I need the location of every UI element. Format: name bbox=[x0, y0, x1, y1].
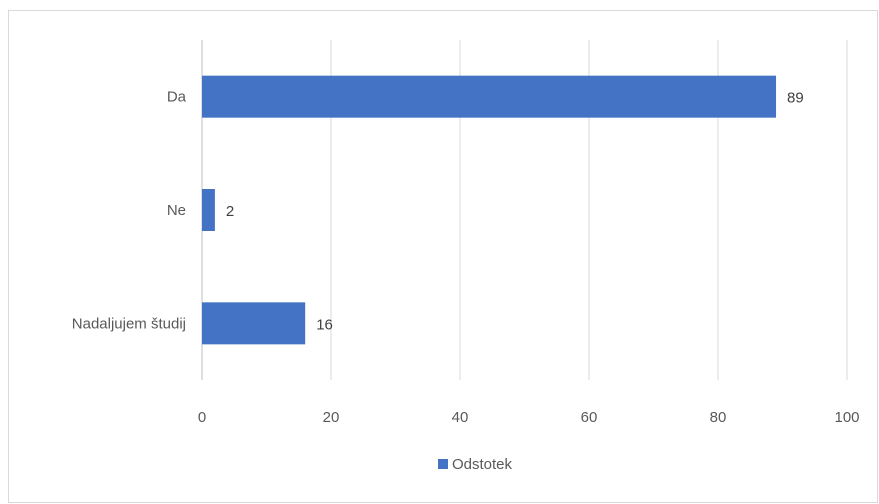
legend-swatch-odstotek bbox=[438, 459, 448, 469]
x-tick-labels: 0 20 40 60 80 100 bbox=[198, 409, 860, 426]
legend[interactable]: Odstotek bbox=[438, 456, 513, 473]
legend-label-odstotek: Odstotek bbox=[452, 456, 513, 473]
bar-ne[interactable] bbox=[202, 189, 215, 231]
x-tick-label-40: 40 bbox=[452, 409, 469, 426]
data-labels: 89 2 16 bbox=[226, 90, 804, 334]
x-tick-label-60: 60 bbox=[581, 409, 598, 426]
data-label-nadaljujem-tudij: 16 bbox=[316, 316, 333, 333]
x-tick-label-80: 80 bbox=[710, 409, 727, 426]
bars bbox=[202, 75, 777, 345]
bar-da[interactable] bbox=[202, 75, 777, 118]
data-label-ne: 2 bbox=[226, 203, 234, 220]
data-label-da: 89 bbox=[787, 90, 804, 107]
category-label-nadaljujem-tudij: Nadaljujem študij bbox=[72, 315, 186, 332]
bar-nadaljujem-tudij[interactable] bbox=[202, 302, 306, 345]
x-tick-label-100: 100 bbox=[834, 409, 859, 426]
category-label-da: Da bbox=[167, 89, 187, 106]
x-tick-label-20: 20 bbox=[323, 409, 340, 426]
x-tick-label-0: 0 bbox=[198, 409, 206, 426]
category-label-ne: Ne bbox=[167, 202, 186, 219]
category-labels: Da Ne Nadaljujem študij bbox=[72, 89, 187, 333]
